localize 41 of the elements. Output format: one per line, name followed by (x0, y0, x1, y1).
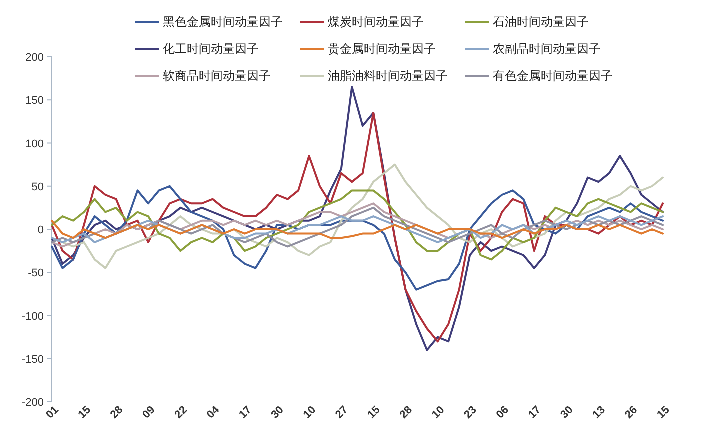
x-tick-label: 28 (398, 404, 416, 422)
legend-label: 有色金属时间动量因子 (493, 69, 613, 83)
y-tick-label: 100 (26, 138, 44, 150)
x-tick-label: 13 (590, 404, 608, 422)
legend-label: 黑色金属时间动量因子 (163, 15, 283, 29)
x-tick-label: 15 (655, 404, 672, 422)
x-tick-label: 28 (108, 404, 126, 422)
legend-label: 贵金属时间动量因子 (328, 42, 436, 56)
y-tick-label: -50 (28, 268, 44, 280)
x-tick-label: 15 (366, 404, 383, 422)
x-tick-label: 04 (204, 404, 223, 422)
y-tick-label: -150 (22, 354, 44, 366)
x-tick-label: 10 (301, 404, 319, 422)
x-tick-label: 27 (334, 404, 351, 422)
y-tick-label: -100 (22, 310, 44, 323)
legend-label: 农副品时间动量因子 (493, 42, 601, 56)
x-tick-label: 30 (269, 404, 286, 422)
legend-label: 软商品时间动量因子 (163, 69, 271, 83)
x-tick-label: 17 (526, 404, 544, 422)
x-tick-label: 15 (76, 404, 94, 422)
x-tick-label: 26 (622, 404, 640, 422)
x-tick-label: 22 (172, 404, 190, 422)
x-tick-label: 09 (140, 404, 158, 422)
legend-label: 煤炭时间动量因子 (328, 15, 424, 29)
y-tick-label: 0 (38, 224, 44, 236)
x-tick-label: 23 (462, 404, 480, 422)
line-series (51, 185, 664, 291)
legend-label: 化工时间动量因子 (163, 42, 259, 56)
x-tick-label: 06 (494, 404, 512, 422)
y-tick-label: 200 (26, 52, 44, 64)
line-series (51, 220, 664, 240)
y-tick-label: 50 (32, 181, 44, 194)
line-series (51, 190, 664, 261)
x-tick-label: 10 (430, 404, 448, 422)
y-tick-label: 150 (26, 95, 44, 108)
y-tick-label: -200 (22, 397, 44, 409)
x-tick-label: 30 (558, 404, 576, 422)
legend-label: 油脂油料时间动量因子 (328, 69, 448, 83)
x-tick-label: 01 (44, 404, 62, 422)
x-tick-label: 17 (237, 404, 254, 422)
legend-label: 石油时间动量因子 (493, 15, 589, 29)
